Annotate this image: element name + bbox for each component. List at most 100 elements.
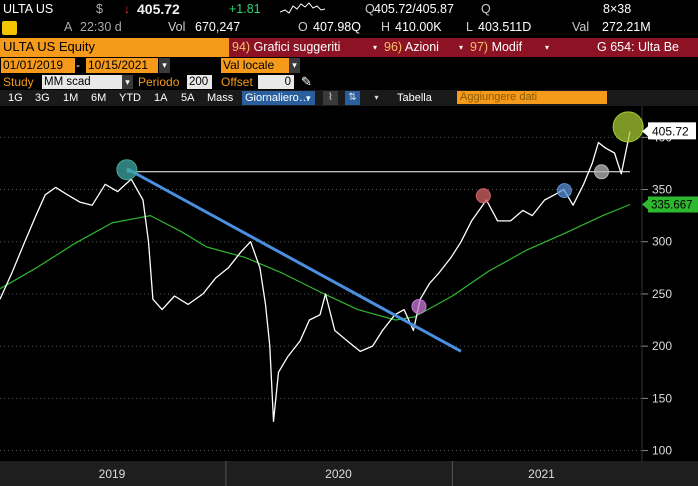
graph-name-field[interactable]: G 654: Ulta Be [553, 38, 698, 57]
event-marker[interactable] [556, 183, 572, 199]
ticker-label: ULTA US [3, 2, 54, 16]
actions-button[interactable]: 96) Azioni ▾ [381, 38, 467, 57]
x-axis: 2019 2020 2021 [99, 467, 556, 481]
event-marker[interactable] [411, 298, 427, 314]
end-date-field[interactable]: 10/15/2021 [86, 58, 158, 73]
time-prefix: A [64, 20, 73, 34]
period-5a[interactable]: 5A [181, 92, 195, 104]
event-marker[interactable] [116, 159, 138, 181]
period-1a[interactable]: 1A [154, 92, 168, 104]
high-label: H [381, 20, 391, 34]
last-price: 405.72 [137, 1, 180, 17]
price-tags: 405.72 335.667 [642, 122, 698, 213]
period-6m[interactable]: 6M [91, 92, 107, 104]
y-tick-label: 100 [652, 444, 672, 458]
ma-tag-bg [648, 196, 698, 213]
last-price-tag: 405.72 [652, 124, 689, 138]
calendar-dropdown-icon[interactable]: ▾ [159, 58, 170, 73]
offset-field[interactable]: 0 [258, 75, 294, 89]
x-tick-label: 2021 [528, 467, 555, 481]
currency-label: $ [96, 2, 103, 16]
open-label: O [298, 20, 308, 34]
pencil-icon[interactable]: ✎ [301, 74, 312, 89]
low-value: 403.511D [478, 20, 532, 34]
candle-chart-icon[interactable]: ⇅ [345, 91, 360, 105]
date-range-bar: 01/01/2019 - 10/15/2021 ▾ Val locale ▾ [0, 57, 698, 74]
study-dropdown-icon[interactable]: ▾ [122, 75, 133, 89]
sparkline-icon [279, 0, 326, 21]
bid-ask-prefix: Q [365, 2, 375, 16]
trendline[interactable] [126, 167, 462, 353]
study-label: Study [3, 75, 34, 89]
event-marker[interactable] [612, 111, 644, 143]
chart-toolbar: 1G 3G 1M 6M YTD 1A 5A Mass Giornaliero… … [0, 90, 698, 106]
chart-grid [0, 106, 698, 486]
open-value: 407.98Q [313, 20, 361, 34]
period-ytd[interactable]: YTD [119, 92, 141, 104]
x-tick-label: 2019 [99, 467, 126, 481]
start-date-field[interactable]: 01/01/2019 [1, 58, 75, 73]
table-button[interactable]: Tabella [397, 92, 432, 104]
quote-bar: ULTA US $ ↓ 405.72 +1.81 Q 405.72/405.87… [0, 0, 698, 19]
add-data-input[interactable]: Aggiungere dati [457, 91, 607, 104]
bid-ask-suffix: Q [481, 2, 491, 16]
y-tick-label: 250 [652, 287, 672, 301]
ma-tag-pointer [642, 199, 648, 210]
event-marker[interactable] [475, 188, 491, 204]
volume-label: Vol [168, 20, 186, 34]
last-trade-time: 22:30 d [80, 20, 122, 34]
y-tick-label: 350 [652, 183, 672, 197]
x-tick-label: 2020 [325, 467, 352, 481]
frequency-selector[interactable]: Giornaliero… [242, 91, 315, 105]
period-1g[interactable]: 1G [8, 92, 23, 104]
stats-bar: A 22:30 d Vol 670,247 O 407.98Q H 410.00… [0, 19, 698, 38]
security-name: ULTA US Equity [3, 39, 95, 54]
last-price-tag-bg [648, 122, 696, 140]
trendline-segment[interactable] [126, 167, 462, 353]
dropdown-arrow-icon: ▾ [372, 43, 377, 52]
price-change: +1.81 [229, 2, 261, 16]
bloomberg-launch-icon[interactable] [2, 21, 17, 35]
value-label: Val [572, 20, 590, 34]
period-field[interactable]: 200 [187, 75, 212, 89]
low-label: L [466, 20, 473, 34]
event-markers [116, 111, 644, 314]
price-series [0, 131, 631, 422]
volume-value: 670,247 [195, 20, 241, 34]
y-axis: 100150200250300350400 [642, 130, 672, 458]
down-arrow-icon: ↓ [124, 2, 130, 16]
ma-series [0, 203, 631, 321]
currency-dropdown-icon[interactable]: ▾ [289, 58, 300, 73]
moving-average-line [0, 203, 631, 321]
last-price-tag-pointer [642, 126, 648, 137]
offset-label: Offset [221, 75, 253, 89]
currency-mode-field[interactable]: Val locale [221, 58, 289, 73]
study-type-field[interactable]: MM scad [42, 75, 122, 89]
suggested-charts-button[interactable]: 94) Grafici suggeriti ▾ [229, 38, 381, 57]
edit-button[interactable]: 97) Modif ▾ [467, 38, 553, 57]
study-bar: Study MM scad ▾ Periodo 200 Offset 0 ✎ [0, 74, 698, 91]
x-axis-band [0, 461, 698, 486]
period-max[interactable]: Mass [207, 92, 234, 104]
period-3g[interactable]: 3G [35, 92, 50, 104]
dropdown-arrow-icon: ▾ [544, 43, 549, 52]
dropdown-arrow-icon: ▾ [458, 43, 463, 52]
period-label: Periodo [138, 75, 180, 89]
y-tick-label: 300 [652, 235, 672, 249]
ma-tag: 335.667 [651, 199, 693, 211]
traded-value: 272.21M [602, 20, 651, 34]
high-value: 410.00K [395, 20, 442, 34]
y-tick-label: 150 [652, 391, 672, 405]
chart-type-dropdown-icon[interactable]: ▾ [369, 91, 384, 105]
y-tick-label: 200 [652, 339, 672, 353]
line-chart-icon[interactable]: ⌇ [323, 91, 338, 105]
period-1m[interactable]: 1M [63, 92, 79, 104]
event-marker[interactable] [594, 164, 610, 180]
bid-ask: 405.72/405.87 [374, 2, 454, 16]
price-line [0, 131, 631, 422]
date-separator: - [76, 58, 80, 72]
frequency-dropdown-icon[interactable]: ▾ [306, 93, 311, 103]
bid-ask-size: 8×38 [603, 2, 632, 16]
security-title-bar: ULTA US Equity 94) Grafici suggeriti ▾ 9… [0, 38, 698, 57]
